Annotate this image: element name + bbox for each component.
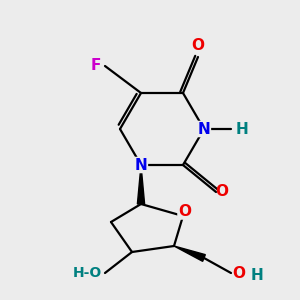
Text: H: H bbox=[250, 268, 263, 284]
Text: H: H bbox=[236, 122, 248, 136]
Text: O: O bbox=[191, 38, 205, 52]
Text: F: F bbox=[90, 58, 101, 74]
Text: O: O bbox=[178, 204, 191, 219]
Text: N: N bbox=[198, 122, 210, 136]
Text: O: O bbox=[232, 266, 245, 280]
Text: O: O bbox=[215, 184, 229, 200]
Polygon shape bbox=[137, 165, 145, 204]
Polygon shape bbox=[174, 246, 205, 261]
Text: N: N bbox=[135, 158, 147, 172]
Text: H-O: H-O bbox=[73, 266, 102, 280]
